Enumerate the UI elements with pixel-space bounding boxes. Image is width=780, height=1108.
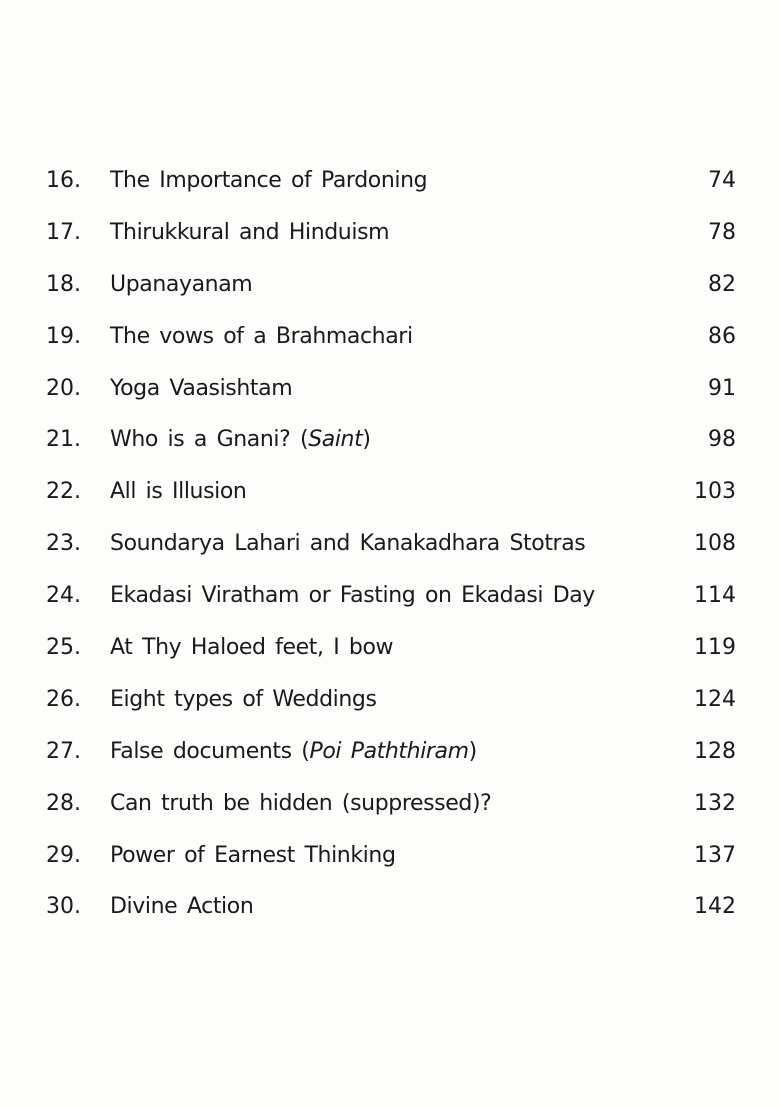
chapter-title: All is Illusion [110, 475, 247, 509]
chapter-title: Who is a Gnani? (Saint) [110, 423, 371, 457]
toc-entry: 24. Ekadasi Viratham or Fasting on Ekadas… [0, 579, 780, 631]
chapter-number: 28. [46, 790, 81, 816]
toc-entry: 30. Divine Action 142 [0, 890, 780, 942]
chapter-title-text: Thirukkural and Hinduism [110, 219, 390, 245]
chapter-title-text: False documents ( [110, 738, 310, 764]
page-number: 137 [694, 842, 736, 868]
chapter-title: Power of Earnest Thinking [110, 839, 396, 873]
toc-entry: 27. False documents (Poi Paththiram) 128 [0, 735, 780, 787]
chapter-number: 22. [46, 479, 81, 505]
chapter-title-text: Power of Earnest Thinking [110, 842, 396, 868]
toc-entry: 17. Thirukkural and Hinduism 78 [0, 216, 780, 268]
chapter-title: The vows of a Brahmachari [110, 320, 413, 354]
chapter-number: 25. [46, 635, 81, 661]
page-number: 119 [694, 635, 736, 661]
chapter-title-text: Can truth be hidden (suppressed)? [110, 790, 492, 816]
toc-entry: 29. Power of Earnest Thinking 137 [0, 839, 780, 891]
chapter-title-text: All is Illusion [110, 479, 247, 505]
chapter-title-italic: Saint [308, 427, 363, 453]
chapter-number: 17. [46, 219, 81, 245]
toc-entry: 16. The Importance of Pardoning 74 [0, 164, 780, 216]
toc-entry: 23. Soundarya Lahari and Kanakadhara Stot… [0, 527, 780, 579]
page-number: 108 [694, 531, 736, 557]
chapter-number: 23. [46, 531, 81, 557]
toc-entry: 28. Can truth be hidden (suppressed)? 132 [0, 787, 780, 839]
chapter-title-text: Who is a Gnani? ( [110, 427, 309, 453]
toc-entry: 19. The vows of a Brahmachari 86 [0, 320, 780, 372]
chapter-title-text: ) [362, 427, 371, 453]
page-number: 86 [708, 323, 736, 349]
chapter-title: Divine Action [110, 890, 254, 924]
chapter-title-text: The Importance of Pardoning [110, 168, 428, 193]
chapter-title-text: The vows of a Brahmachari [110, 323, 413, 349]
chapter-title: Thirukkural and Hinduism [110, 216, 390, 250]
chapter-title: Yoga Vaasishtam [110, 372, 293, 406]
toc-entry: 20. Yoga Vaasishtam 91 [0, 372, 780, 424]
toc-entry: 26. Eight types of Weddings 124 [0, 683, 780, 735]
chapter-number: 19. [46, 323, 81, 349]
page-number: 91 [708, 375, 736, 401]
page-number: 78 [708, 219, 736, 245]
page-number: 114 [694, 583, 736, 609]
chapter-title-text: Ekadasi Viratham or Fasting on Ekadasi D… [110, 583, 595, 609]
chapter-title-text: Soundarya Lahari and Kanakadhara Stotras [110, 531, 586, 557]
page-number: 74 [708, 168, 736, 193]
chapter-title: Soundarya Lahari and Kanakadhara Stotras [110, 527, 586, 561]
chapter-title: Ekadasi Viratham or Fasting on Ekadasi D… [110, 579, 595, 613]
chapter-title-text: Divine Action [110, 894, 254, 920]
page-number: 142 [694, 894, 736, 920]
page-number: 103 [694, 479, 736, 505]
page-number: 132 [694, 790, 736, 816]
chapter-title-text: Eight types of Weddings [110, 686, 377, 712]
chapter-title: The Importance of Pardoning [110, 164, 428, 198]
chapter-number: 30. [46, 894, 81, 920]
chapter-title-text: ) [468, 738, 478, 764]
chapter-number: 16. [46, 168, 81, 193]
chapter-number: 21. [46, 427, 81, 453]
chapter-title-italic: Poi Paththiram [309, 738, 469, 764]
page-number: 98 [708, 427, 736, 453]
chapter-number: 20. [46, 375, 81, 401]
chapter-title-text: Upanayanam [110, 271, 253, 297]
chapter-number: 24. [46, 583, 81, 609]
chapter-number: 29. [46, 842, 81, 868]
table-of-contents: 16. The Importance of Pardoning 74 17. Thiru… [0, 164, 780, 942]
page-number: 82 [708, 271, 736, 297]
chapter-title: At Thy Haloed feet, I bow [110, 631, 394, 665]
chapter-number: 27. [46, 738, 81, 764]
toc-entry: 18. Upanayanam 82 [0, 268, 780, 320]
chapter-number: 18. [46, 271, 81, 297]
chapter-title-text: Yoga Vaasishtam [110, 375, 293, 401]
chapter-title: False documents (Poi Paththiram) [110, 735, 477, 769]
chapter-title: Eight types of Weddings [110, 683, 377, 717]
page-number: 128 [694, 738, 736, 764]
toc-entry: 25. At Thy Haloed feet, I bow 119 [0, 631, 780, 683]
chapter-title: Can truth be hidden (suppressed)? [110, 787, 492, 821]
chapter-title-text: At Thy Haloed feet, I bow [110, 635, 394, 661]
toc-entry: 21. Who is a Gnani? (Saint) 98 [0, 423, 780, 475]
chapter-title: Upanayanam [110, 268, 253, 302]
page-number: 124 [694, 686, 736, 712]
chapter-number: 26. [46, 686, 81, 712]
toc-entry: 22. All is Illusion 103 [0, 475, 780, 527]
